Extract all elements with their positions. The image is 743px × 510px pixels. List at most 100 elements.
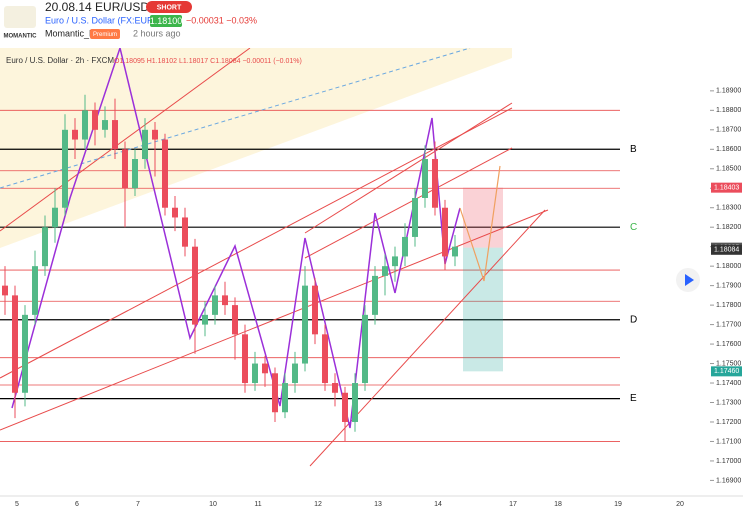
y-tick-label: 1.18000: [716, 263, 741, 270]
y-tick-label: 1.17400: [716, 380, 741, 387]
price-badge-label: 1.17460: [714, 368, 739, 375]
symbol-link[interactable]: Euro / U.S. Dollar (FX:EURUSD): [45, 15, 176, 25]
y-tick-label: 1.18900: [716, 88, 741, 95]
candle-body: [152, 129, 158, 140]
y-tick-label: 1.18200: [716, 224, 741, 231]
x-tick-label: 19: [614, 501, 622, 508]
y-tick-label: 1.17000: [716, 458, 741, 465]
y-tick-label: 1.18300: [716, 205, 741, 212]
candle-body: [132, 159, 138, 189]
x-tick-label: 18: [554, 501, 562, 508]
candle-body: [202, 314, 208, 325]
premium-text: Premium: [93, 32, 117, 38]
x-tick-label: 13: [374, 501, 382, 508]
level-label: B: [630, 144, 637, 155]
price-badge: [711, 244, 742, 255]
y-tick-label: 1.17500: [716, 360, 741, 367]
chart: Euro / U.S. Dollar · 2h · FXCM O1.18095 …: [0, 48, 743, 508]
price-badge-label: 1.18403: [714, 185, 739, 192]
series-legend: Euro / U.S. Dollar · 2h · FXCM: [6, 56, 114, 65]
candle-body: [412, 197, 418, 237]
candle-body: [62, 129, 68, 208]
candle-body: [12, 295, 18, 393]
candle-body: [42, 227, 48, 267]
y-tick-label: 1.17700: [716, 321, 741, 328]
channel-line: [0, 48, 251, 232]
candle-body: [192, 246, 198, 325]
y-tick-label: 1.17800: [716, 302, 741, 309]
y-tick-label: 1.17300: [716, 399, 741, 406]
x-tick-label: 14: [434, 501, 442, 508]
candle-body: [52, 207, 58, 228]
level-label: D: [630, 314, 637, 325]
x-tick-label: 12: [314, 501, 322, 508]
candle-body: [432, 159, 438, 208]
x-tick-label: 6: [75, 501, 79, 508]
stop-zone: [463, 187, 503, 248]
candle-body: [72, 129, 78, 140]
candle-body: [122, 149, 128, 189]
candle-body: [232, 305, 238, 335]
candle-body: [292, 363, 298, 384]
premium-badge: [90, 29, 120, 39]
candle-body: [332, 383, 338, 393]
price-badge-label: 1.18084: [714, 247, 739, 254]
level-label: C: [630, 222, 637, 233]
candle-body: [392, 256, 398, 267]
candle-body: [352, 383, 358, 422]
candle-body: [302, 285, 308, 364]
highlight-zone: [0, 48, 512, 248]
post-time: 2 hours ago: [133, 28, 181, 38]
candle-body: [362, 314, 368, 384]
short-badge[interactable]: [146, 1, 192, 13]
candle-body: [172, 207, 178, 218]
candle-body: [2, 285, 8, 296]
candle-body: [112, 120, 118, 150]
price-change: −0.00031 −0.03%: [186, 15, 257, 25]
ohlc-values: O1.18095 H1.18102 L1.18017 C1.18084 −0.0…: [114, 58, 302, 65]
channel-line: [0, 107, 513, 379]
play-icon: [685, 274, 694, 286]
header: MOMANTIC 20.08.14 EUR/USD SHORT Euro / U…: [4, 0, 258, 40]
candle-body: [102, 120, 108, 130]
candle-body: [402, 236, 408, 257]
candle-body: [452, 246, 458, 257]
price-badge: [150, 15, 182, 27]
x-tick-label: 11: [254, 501, 261, 508]
candle-body: [82, 110, 88, 140]
price-badge: [711, 366, 742, 377]
candle-body: [322, 334, 328, 384]
candle-body: [142, 129, 148, 160]
level-label: E: [630, 393, 637, 404]
price-badge: [711, 182, 742, 193]
trend-dashed: [0, 48, 471, 189]
candle-body: [272, 373, 278, 413]
idea-title: 20.08.14 EUR/USD: [45, 0, 149, 14]
y-tick-label: 1.17100: [716, 438, 741, 445]
candle-body: [212, 295, 218, 315]
price-axis: [710, 48, 743, 496]
y-tick-label: 1.18600: [716, 146, 741, 153]
y-tick-label: 1.17200: [716, 419, 741, 426]
x-tick-label: 20: [676, 501, 684, 508]
logo-text: MOMANTIC: [4, 34, 38, 40]
projection: [459, 165, 501, 282]
channel-line: [304, 147, 513, 259]
y-tick-label: 1.17600: [716, 341, 741, 348]
author[interactable]: Momantic_FX: [45, 28, 101, 38]
candle-body: [312, 285, 318, 335]
candle-body: [282, 383, 288, 413]
candle-body: [162, 139, 168, 208]
y-tick-label: 1.16900: [716, 477, 741, 484]
x-tick-label: 7: [136, 501, 140, 508]
candle-body: [22, 314, 28, 393]
logo: [4, 6, 36, 28]
candle-body: [342, 392, 348, 422]
target-zone: [463, 247, 503, 372]
candle-body: [32, 266, 38, 315]
candle-body: [222, 295, 228, 306]
candle-body: [92, 110, 98, 130]
y-tick-label: 1.18500: [716, 166, 741, 173]
candle-body: [242, 334, 248, 384]
candle-body: [182, 217, 188, 247]
